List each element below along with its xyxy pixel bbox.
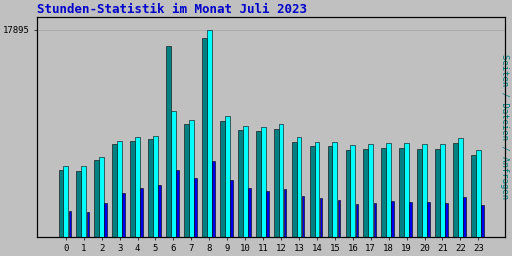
Bar (58, 169, 63, 237)
Bar (230, 180, 232, 237)
Bar (158, 185, 161, 237)
Bar (440, 144, 445, 237)
Bar (69, 211, 71, 237)
Bar (153, 136, 158, 237)
Bar (63, 166, 68, 237)
Bar (458, 138, 463, 237)
Bar (81, 166, 86, 237)
Bar (274, 129, 279, 237)
Bar (471, 155, 476, 237)
Bar (481, 205, 484, 237)
Bar (302, 196, 305, 237)
Bar (184, 124, 189, 237)
Bar (453, 143, 458, 237)
Bar (171, 111, 176, 237)
Bar (212, 162, 215, 237)
Bar (310, 146, 314, 237)
Bar (261, 127, 266, 237)
Bar (399, 147, 404, 237)
Bar (355, 204, 358, 237)
Bar (256, 131, 261, 237)
Bar (176, 169, 179, 237)
Bar (130, 141, 135, 237)
Bar (410, 202, 412, 237)
Bar (279, 124, 284, 237)
Bar (135, 137, 140, 237)
Bar (94, 160, 99, 237)
Bar (284, 189, 287, 237)
Bar (404, 143, 409, 237)
Y-axis label: Seiten / Dateien / Anfragen: Seiten / Dateien / Anfragen (500, 54, 509, 199)
Bar (381, 147, 386, 237)
Bar (428, 202, 430, 237)
Bar (350, 145, 355, 237)
Bar (332, 142, 337, 237)
Bar (117, 141, 122, 237)
Bar (99, 157, 104, 237)
Bar (225, 116, 230, 237)
Bar (243, 126, 248, 237)
Bar (368, 144, 373, 237)
Bar (112, 144, 117, 237)
Bar (392, 201, 394, 237)
Bar (319, 198, 323, 237)
Bar (122, 193, 125, 237)
Text: Stunden-Statistik im Monat Juli 2023: Stunden-Statistik im Monat Juli 2023 (37, 3, 307, 16)
Bar (463, 197, 466, 237)
Bar (435, 149, 440, 237)
Bar (445, 203, 448, 237)
Bar (292, 142, 296, 237)
Bar (104, 203, 107, 237)
Bar (417, 149, 422, 237)
Bar (422, 144, 427, 237)
Bar (476, 150, 481, 237)
Bar (140, 188, 143, 237)
Bar (220, 121, 225, 237)
Bar (364, 149, 368, 237)
Bar (328, 146, 332, 237)
Bar (374, 203, 376, 237)
Bar (296, 137, 302, 237)
Bar (202, 38, 207, 237)
Bar (314, 142, 319, 237)
Bar (337, 200, 340, 237)
Bar (238, 130, 243, 237)
Bar (189, 120, 194, 237)
Bar (386, 143, 391, 237)
Bar (248, 188, 251, 237)
Bar (346, 150, 350, 237)
Bar (194, 178, 197, 237)
Bar (207, 30, 212, 237)
Bar (266, 191, 269, 237)
Bar (166, 46, 171, 237)
Bar (76, 171, 81, 237)
Bar (148, 140, 153, 237)
Bar (87, 212, 89, 237)
